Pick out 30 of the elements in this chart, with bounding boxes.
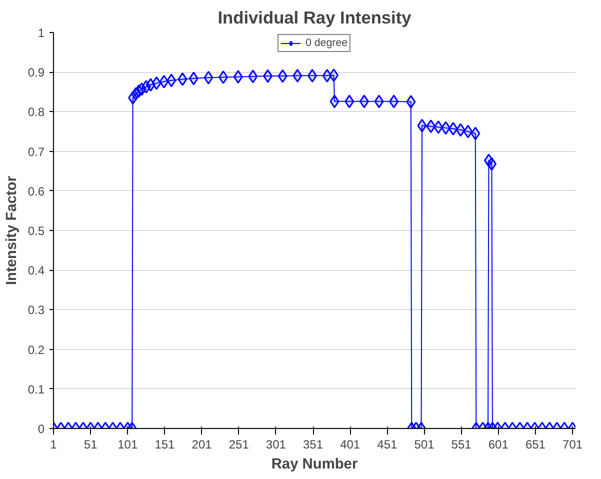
x-tick-label: 51 — [84, 438, 98, 452]
y-tick-label: 0 — [38, 422, 45, 436]
x-tick-label: 401 — [340, 438, 360, 452]
y-tick-label: 0.2 — [28, 342, 45, 357]
x-tick-label: 301 — [266, 438, 286, 452]
x-tick-label: 151 — [154, 438, 176, 452]
y-tick-label: 0.3 — [28, 303, 45, 318]
x-tick-label: 701 — [562, 438, 583, 452]
x-tick-label: 251 — [228, 438, 250, 452]
y-tick-label: 0.9 — [28, 66, 45, 80]
y-tick-label: 0.7 — [28, 144, 45, 159]
y-tick-label: 0.1 — [28, 382, 45, 396]
x-axis-title: Ray Number — [271, 456, 358, 472]
x-tick-label: 201 — [192, 438, 212, 452]
y-tick-label: 0.6 — [28, 184, 45, 198]
y-tick-label: 0.8 — [28, 105, 45, 120]
y-tick-label: 0.4 — [28, 264, 45, 278]
y-tick-label: 0.5 — [28, 224, 45, 238]
legend-label: 0 degree — [305, 37, 348, 49]
y-axis-title: Intensity Factor — [4, 176, 20, 286]
x-tick-label: 601 — [488, 438, 509, 452]
x-tick-label: 101 — [118, 438, 138, 452]
x-tick-label: 551 — [451, 438, 472, 452]
x-tick-label: 651 — [525, 438, 546, 452]
x-tick-label: 1 — [50, 438, 58, 452]
x-tick-label: 451 — [377, 438, 398, 452]
x-tick-label: 351 — [303, 438, 324, 452]
y-tick-label: 1 — [38, 26, 45, 40]
chart-title: Individual Ray Intensity — [218, 8, 412, 28]
x-tick-label: 501 — [414, 438, 435, 452]
